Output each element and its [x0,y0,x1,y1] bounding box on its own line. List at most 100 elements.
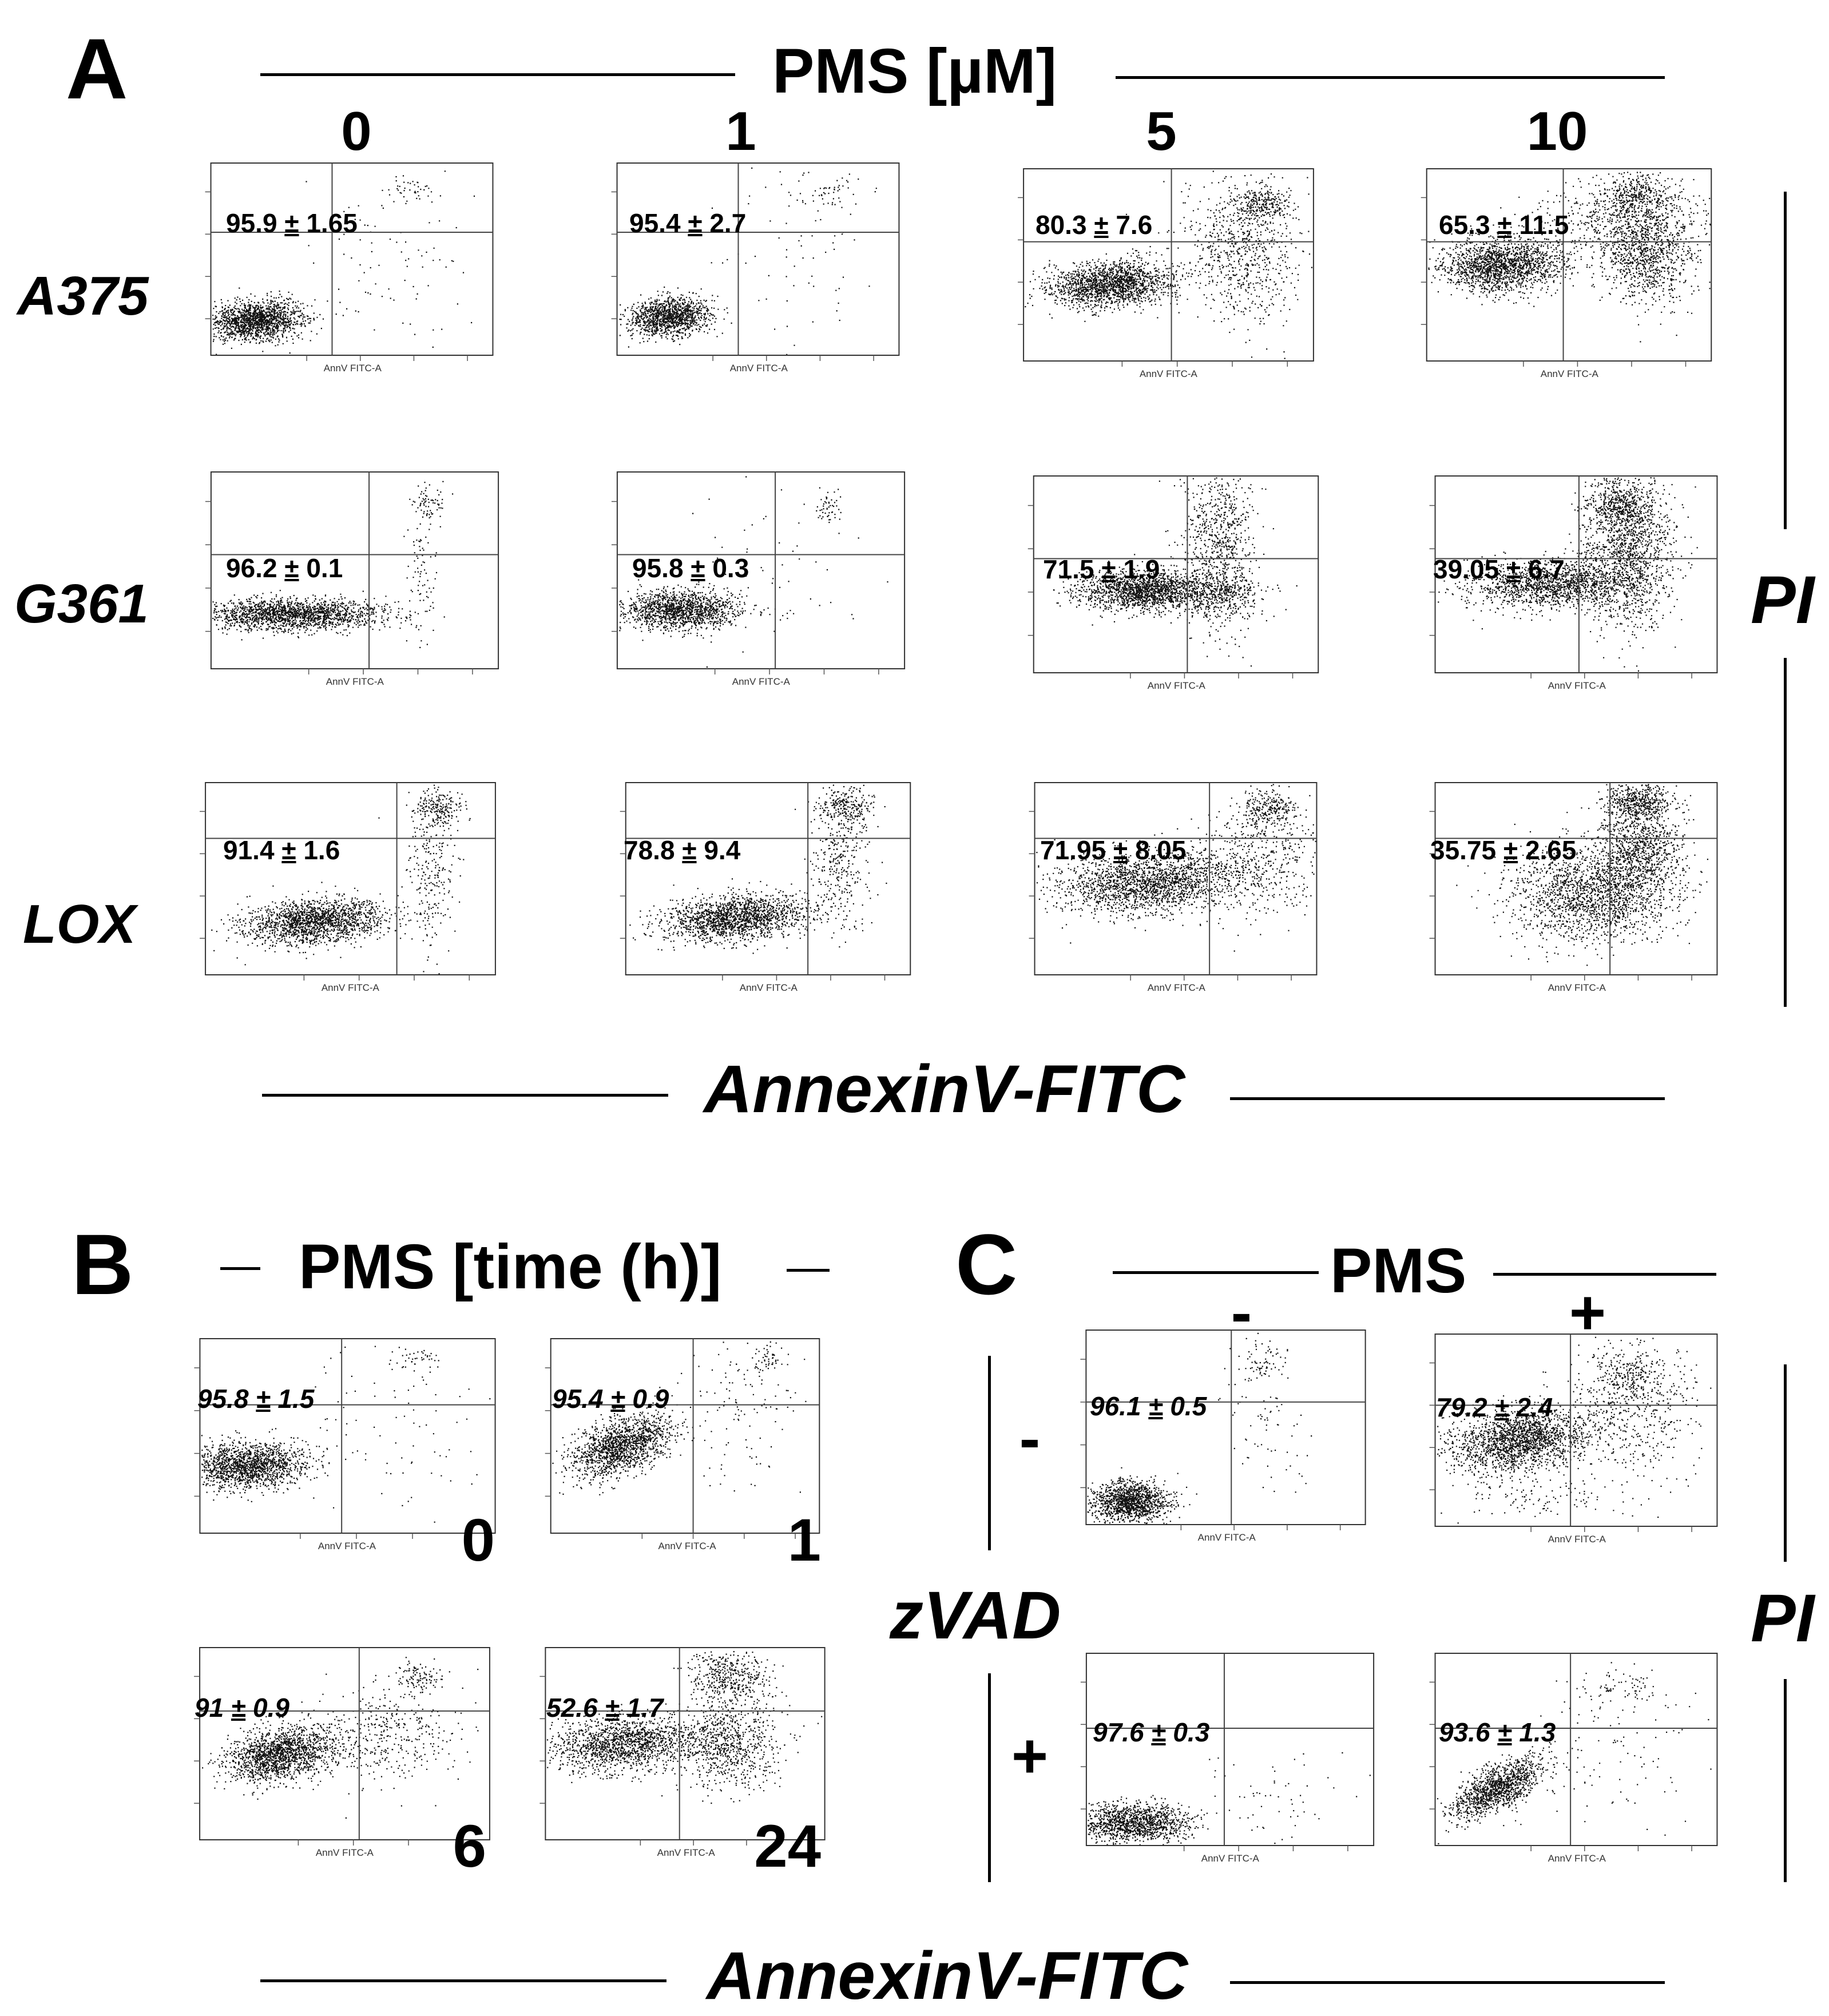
scatter-canvas [1429,1653,1718,1851]
plot-frame [205,782,496,975]
panel-c-header: PMS [1330,1236,1467,1306]
panel-a-row-label: G361 [14,573,149,634]
plot-frame [199,1647,490,1840]
plot-frame [545,1647,826,1840]
viable-percentage: 91.4 ± 1.6 [223,835,340,865]
panel-a-header-rule-left [260,73,735,76]
scatter-plot: 78.8 ± 9.4 AnnV FITC-A [615,782,921,1023]
viable-percentage: 91 ± 0.9 [195,1693,289,1723]
scatter-plot: 93.6 ± 1.3 AnnV FITC-A [1425,1653,1728,1894]
scatter-canvas [539,1647,826,1846]
event-dots [211,784,471,975]
instrument-x-caption: AnnV FITC-A [326,676,384,687]
time-point-label: 6 [453,1813,486,1880]
scatter-canvas [205,471,499,674]
event-dots [202,1657,479,1819]
event-dots [1428,172,1711,343]
scatter-canvas [545,1338,820,1539]
plot-frame [1434,1653,1718,1846]
scatter-canvas [1429,1334,1718,1532]
instrument-x-caption: AnnV FITC-A [729,363,788,374]
panel-a-header-rule-right [1116,76,1665,79]
instrument-x-caption: AnnV FITC-A [1147,982,1205,993]
instrument-x-caption: AnnV FITC-A [318,1541,376,1551]
instrument-x-caption: AnnV FITC-A [658,1541,716,1551]
scatter-canvas [1018,168,1314,367]
event-dots [552,1341,807,1495]
plot-frame [210,162,494,356]
instrument-x-caption: AnnV FITC-A [1548,1853,1606,1864]
plot-frame [1034,782,1318,975]
panel-a-col-label: 10 [1526,101,1588,162]
scatter-canvas [611,162,900,361]
plot-frame [210,471,499,669]
viable-percentage: 35.75 ± 2.65 [1430,835,1577,865]
panel-c-y-rule-bottom [1784,1679,1787,1882]
scatter-plot: 91.4 ± 1.6 AnnV FITC-A [195,782,506,1023]
scatter-plot: 71.5 ± 1.9 AnnV FITC-A [1023,475,1329,722]
zvad-axis-label: zVAD [890,1578,1061,1653]
time-point-label: 0 [461,1507,495,1574]
viable-percentage: 95.8 ± 0.3 [632,553,749,583]
event-dots [1456,784,1708,966]
panel-c-y-axis-label: PI [1751,1581,1815,1656]
scatter-plot: 95.9 ± 1.65 AnnV FITC-A [200,162,503,403]
plot-frame [1434,475,1718,673]
plot-frame [1085,1653,1375,1846]
panel-c-header-rule-right [1493,1273,1716,1276]
event-dots [1087,1332,1312,1525]
event-dots [629,784,887,954]
viable-percentage: 80.3 ± 7.6 [1035,210,1153,240]
scatter-plot: 65.3 ± 11.5 AnnV FITC-A [1416,168,1722,409]
panel-a-col-label: 0 [341,101,372,162]
instrument-x-caption: AnnV FITC-A [1197,1532,1256,1543]
viable-percentage: 79.2 ± 2.4 [1436,1392,1553,1422]
viable-percentage: 95.4 ± 2.7 [629,208,747,238]
panel-c-letter: C [955,1216,1018,1312]
plot-frame [199,1338,496,1534]
zvad-rule-bottom [988,1673,991,1882]
instrument-x-caption: AnnV FITC-A [1139,368,1197,379]
instrument-x-caption: AnnV FITC-A [1548,680,1606,691]
scatter-plot: 52.6 ± 1.7 24 AnnV FITC-A [535,1647,835,1888]
viable-percentage: 52.6 ± 1.7 [546,1693,664,1723]
panel-a-x-rule-right [1230,1097,1665,1100]
scatter-canvas [194,1338,496,1539]
plot-frame [616,471,906,669]
scatter-canvas [1429,782,1718,981]
panel-a-y-rule-bottom [1784,658,1787,1007]
viable-percentage: 71.95 ± 8.05 [1040,835,1187,865]
scatter-plot: 95.8 ± 1.5 0 AnnV FITC-A [189,1338,506,1582]
event-dots [1025,170,1313,359]
pms-level-label: - [1231,1277,1252,1348]
plot-frame [1434,1334,1718,1527]
instrument-x-caption: AnnV FITC-A [732,676,790,687]
plot-frame [1085,1330,1366,1525]
instrument-x-caption: AnnV FITC-A [321,982,379,993]
plot-frame [625,782,911,975]
zvad-rule-top [988,1356,991,1550]
panel-b-header: PMS [time (h)] [299,1232,722,1302]
scatter-plot: 97.6 ± 0.3 AnnV FITC-A [1076,1653,1384,1894]
plot-frame [1023,168,1314,362]
scatter-plot: 95.8 ± 0.3 AnnV FITC-A [606,471,915,718]
event-dots [201,1346,491,1523]
viable-percentage: 93.6 ± 1.3 [1439,1717,1556,1747]
panel-b-header-rule-left [220,1267,260,1270]
scatter-canvas [194,1647,490,1846]
event-dots [1437,1336,1712,1524]
panel-a-y-rule-top [1784,192,1787,529]
viable-percentage: 78.8 ± 9.4 [624,835,741,865]
scatter-canvas [205,162,494,361]
panel-b-header-rule-right [787,1269,830,1272]
zvad-level-label: - [1019,1403,1041,1474]
viable-percentage: 95.4 ± 0.9 [552,1384,669,1414]
panel-c-y-rule-top [1784,1364,1787,1562]
scatter-canvas [200,782,496,981]
scatter-plot: 39.05 ± 6.7 AnnV FITC-A [1425,475,1728,722]
panel-a-x-rule-left [262,1094,668,1097]
panel-c-header-rule-left [1113,1271,1319,1274]
instrument-x-caption: AnnV FITC-A [1540,368,1598,379]
scatter-plot: 71.95 ± 8.05 AnnV FITC-A [1024,782,1327,1023]
panel-a-header: PMS [µM] [772,36,1057,106]
